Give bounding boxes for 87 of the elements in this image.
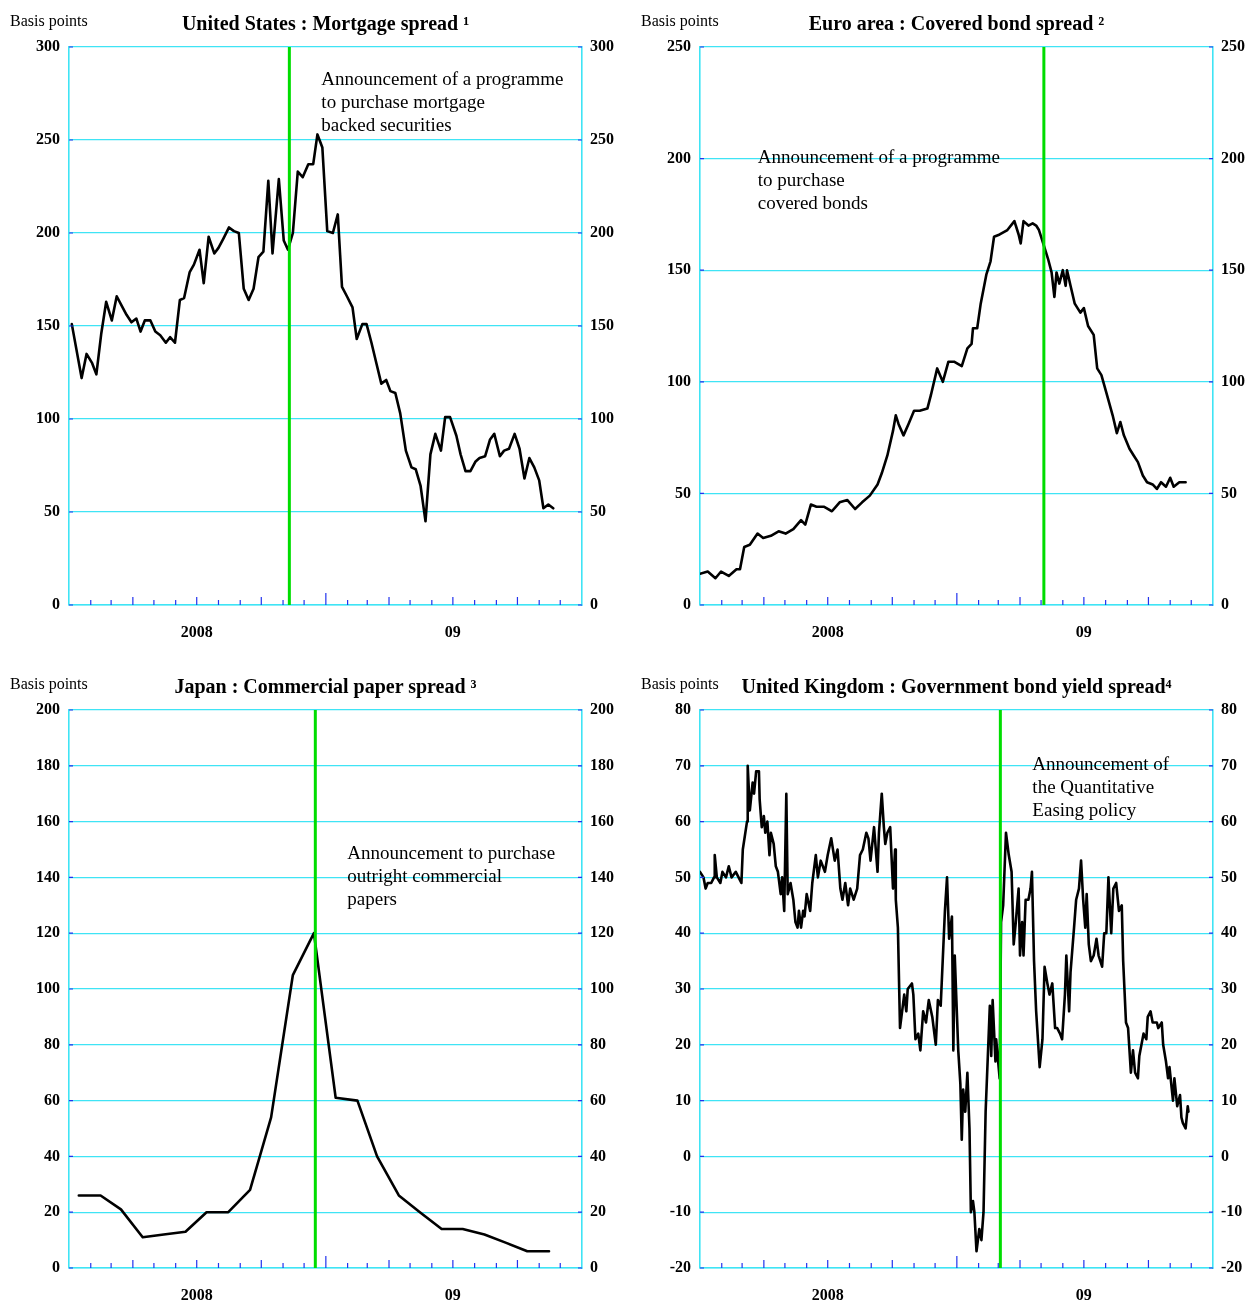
y-tick-label: 200: [667, 148, 691, 166]
y-tick-label: 10: [675, 1090, 691, 1108]
y-tick-label: 40: [44, 1146, 60, 1164]
y-tick-label: 20: [44, 1202, 60, 1220]
x-tick-label: 09: [1075, 1285, 1092, 1303]
y2-tick-label: 0: [590, 1258, 598, 1276]
y-tick-label: 50: [675, 483, 691, 501]
y-tick-label: 200: [36, 223, 60, 241]
y2-tick-label: 20: [590, 1202, 606, 1220]
y-axis-title: Basis points: [10, 675, 88, 694]
y2-tick-label: 40: [1221, 923, 1237, 941]
y2-tick-label: 250: [590, 130, 614, 148]
y-tick-label: 20: [675, 1034, 691, 1052]
y2-tick-label: 80: [590, 1034, 606, 1052]
y-tick-label: -10: [669, 1202, 691, 1220]
y-tick-label: 100: [667, 371, 691, 389]
y-tick-label: 100: [36, 409, 60, 427]
x-tick-label: 2008: [811, 622, 844, 640]
y2-tick-label: 70: [1221, 755, 1237, 773]
y-axis-title: Basis points: [10, 12, 88, 31]
chart-title: United States : Mortgage spread ¹: [181, 12, 470, 36]
x-tick-label: 2008: [180, 622, 213, 640]
y2-tick-label: 160: [590, 811, 614, 829]
y2-tick-label: 50: [1221, 483, 1237, 501]
y-tick-label: 30: [675, 979, 691, 997]
y-tick-label: 120: [36, 923, 60, 941]
y2-tick-label: 150: [1221, 260, 1245, 278]
y2-tick-label: 100: [590, 979, 614, 997]
y-tick-label: 140: [36, 867, 60, 885]
y2-tick-label: 120: [590, 923, 614, 941]
y2-tick-label: -10: [1221, 1202, 1243, 1220]
y-tick-label: 160: [36, 811, 60, 829]
y2-tick-label: 0: [590, 595, 598, 613]
chart-title: Euro area : Covered bond spread ²: [808, 12, 1105, 36]
y2-tick-label: 50: [590, 502, 606, 520]
y-tick-label: 150: [36, 316, 60, 334]
x-tick-label: 2008: [180, 1285, 213, 1303]
y-tick-label: 60: [44, 1090, 60, 1108]
y-tick-label: 0: [683, 595, 691, 613]
y-tick-label: 60: [675, 811, 691, 829]
y-tick-label: 0: [52, 1258, 60, 1276]
y-tick-label: 70: [675, 755, 691, 773]
y2-tick-label: 250: [1221, 37, 1245, 55]
y-tick-label: 40: [675, 923, 691, 941]
y-tick-label: 80: [44, 1034, 60, 1052]
y2-tick-label: 60: [1221, 811, 1237, 829]
y-tick-label: -20: [669, 1258, 691, 1276]
y-tick-label: 180: [36, 755, 60, 773]
y2-tick-label: 30: [1221, 979, 1237, 997]
y2-tick-label: 20: [1221, 1034, 1237, 1052]
y2-tick-label: -20: [1221, 1258, 1243, 1276]
y2-tick-label: 80: [1221, 700, 1237, 718]
x-tick-label: 09: [1075, 622, 1092, 640]
y2-tick-label: 200: [590, 223, 614, 241]
x-tick-label: 09: [444, 1285, 461, 1303]
y2-tick-label: 40: [590, 1146, 606, 1164]
y-tick-label: 250: [667, 37, 691, 55]
y-axis-title: Basis points: [641, 675, 719, 694]
y-tick-label: 80: [675, 700, 691, 718]
y2-tick-label: 50: [1221, 867, 1237, 885]
y2-tick-label: 10: [1221, 1090, 1237, 1108]
y2-tick-label: 100: [1221, 371, 1245, 389]
y-tick-label: 100: [36, 979, 60, 997]
y-tick-label: 300: [36, 37, 60, 55]
y-tick-label: 200: [36, 700, 60, 718]
annotation: Announcement of a programme to purchase mortgage backed securities: [321, 67, 564, 135]
y2-tick-label: 100: [590, 409, 614, 427]
y2-tick-label: 200: [1221, 148, 1245, 166]
x-tick-label: 09: [444, 622, 461, 640]
y2-tick-label: 300: [590, 37, 614, 55]
y2-tick-label: 200: [590, 700, 614, 718]
y2-tick-label: 0: [1221, 595, 1229, 613]
y-tick-label: 150: [667, 260, 691, 278]
chart-title: Japan : Commercial paper spread ³: [174, 675, 477, 699]
y2-tick-label: 60: [590, 1090, 606, 1108]
y2-tick-label: 0: [1221, 1146, 1229, 1164]
y-tick-label: 0: [52, 595, 60, 613]
y-tick-label: 50: [44, 502, 60, 520]
y2-tick-label: 150: [590, 316, 614, 334]
y2-tick-label: 180: [590, 755, 614, 773]
x-tick-label: 2008: [811, 1285, 844, 1303]
y-tick-label: 0: [683, 1146, 691, 1164]
y-tick-label: 250: [36, 130, 60, 148]
y-tick-label: 50: [675, 867, 691, 885]
y-axis-title: Basis points: [641, 12, 719, 31]
y2-tick-label: 140: [590, 867, 614, 885]
chart-title: United Kingdom : Government bond yield spread⁴: [741, 675, 1172, 699]
